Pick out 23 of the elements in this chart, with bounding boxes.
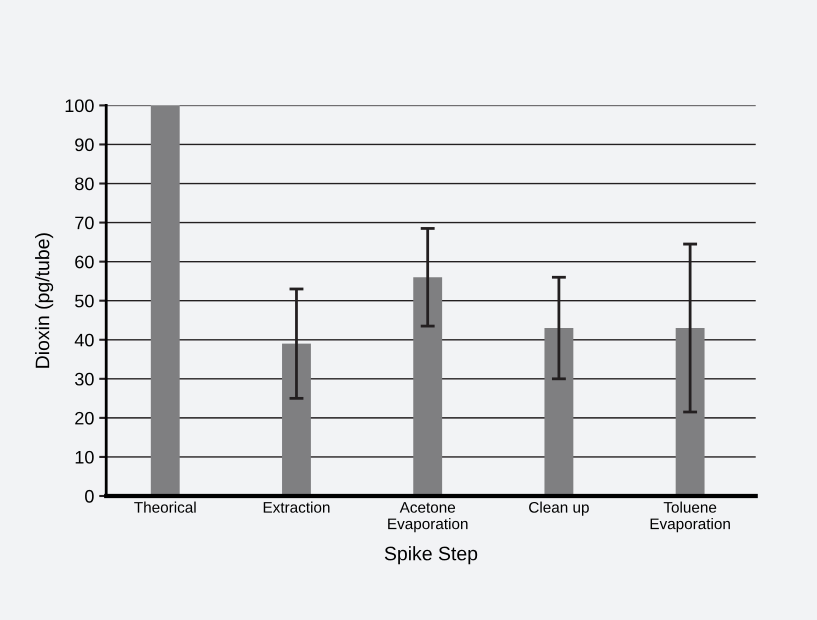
- bar: [150, 105, 180, 496]
- y-tick-label: 100: [66, 99, 94, 112]
- y-tick-label: 90: [75, 138, 94, 152]
- x-axis-title: Spike Step: [384, 546, 478, 564]
- x-tick-label: Acetone Evaporation: [388, 502, 468, 532]
- y-tick-label: 30: [75, 372, 94, 386]
- y-tick-label: 60: [75, 256, 94, 268]
- y-tick-label: 20: [75, 412, 94, 425]
- y-tick-label: 10: [76, 450, 94, 464]
- y-tick-label: 70: [75, 216, 94, 230]
- y-tick-label: 50: [75, 294, 94, 308]
- x-tick-label: Extraction: [264, 502, 330, 513]
- bar: [544, 328, 574, 496]
- y-tick-label: 80: [75, 177, 94, 190]
- y-axis-title: Dioxin (pg/tube): [35, 233, 54, 368]
- y-tick-label: 40: [74, 334, 94, 346]
- x-tick-label: Toluene Evaporation: [650, 502, 730, 532]
- bar: [676, 328, 705, 496]
- bar: [282, 344, 311, 496]
- y-tick-label: 0: [85, 490, 94, 503]
- bar: [413, 277, 442, 496]
- x-tick-label: Theorical: [134, 502, 196, 513]
- x-tick-label: Clean up: [529, 502, 589, 516]
